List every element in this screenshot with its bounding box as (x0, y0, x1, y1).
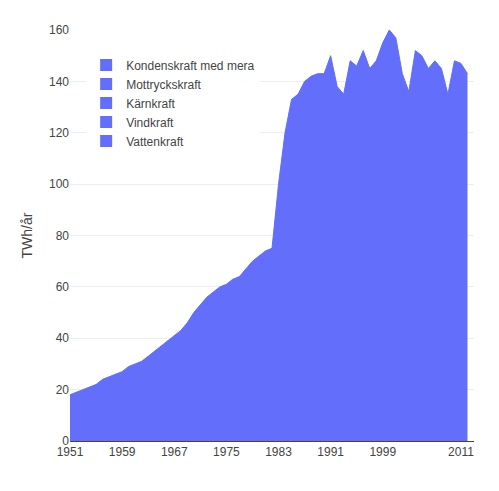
svg-text:40: 40 (56, 331, 70, 345)
svg-text:1967: 1967 (161, 445, 188, 459)
svg-text:60: 60 (56, 280, 70, 294)
svg-text:1951: 1951 (57, 445, 84, 459)
svg-text:1959: 1959 (109, 445, 136, 459)
svg-text:1991: 1991 (317, 445, 344, 459)
svg-text:Vindkraft: Vindkraft (126, 116, 174, 130)
svg-text:Vattenkraft: Vattenkraft (126, 135, 184, 149)
svg-text:Mottryckskraft: Mottryckskraft (126, 78, 201, 92)
svg-text:80: 80 (56, 229, 70, 243)
svg-text:1975: 1975 (213, 445, 240, 459)
svg-text:1999: 1999 (369, 445, 396, 459)
svg-text:100: 100 (49, 177, 69, 191)
svg-text:2011: 2011 (448, 445, 474, 459)
svg-text:0: 0 (62, 434, 69, 448)
svg-text:Kondenskraft med mera: Kondenskraft med mera (126, 59, 254, 73)
svg-text:160: 160 (49, 23, 69, 37)
svg-text:TWh/år: TWh/år (19, 212, 35, 258)
svg-text:140: 140 (49, 75, 69, 89)
svg-text:20: 20 (56, 383, 70, 397)
svg-text:Kärnkraft: Kärnkraft (126, 97, 175, 111)
svg-text:1983: 1983 (265, 445, 292, 459)
svg-text:120: 120 (49, 126, 69, 140)
